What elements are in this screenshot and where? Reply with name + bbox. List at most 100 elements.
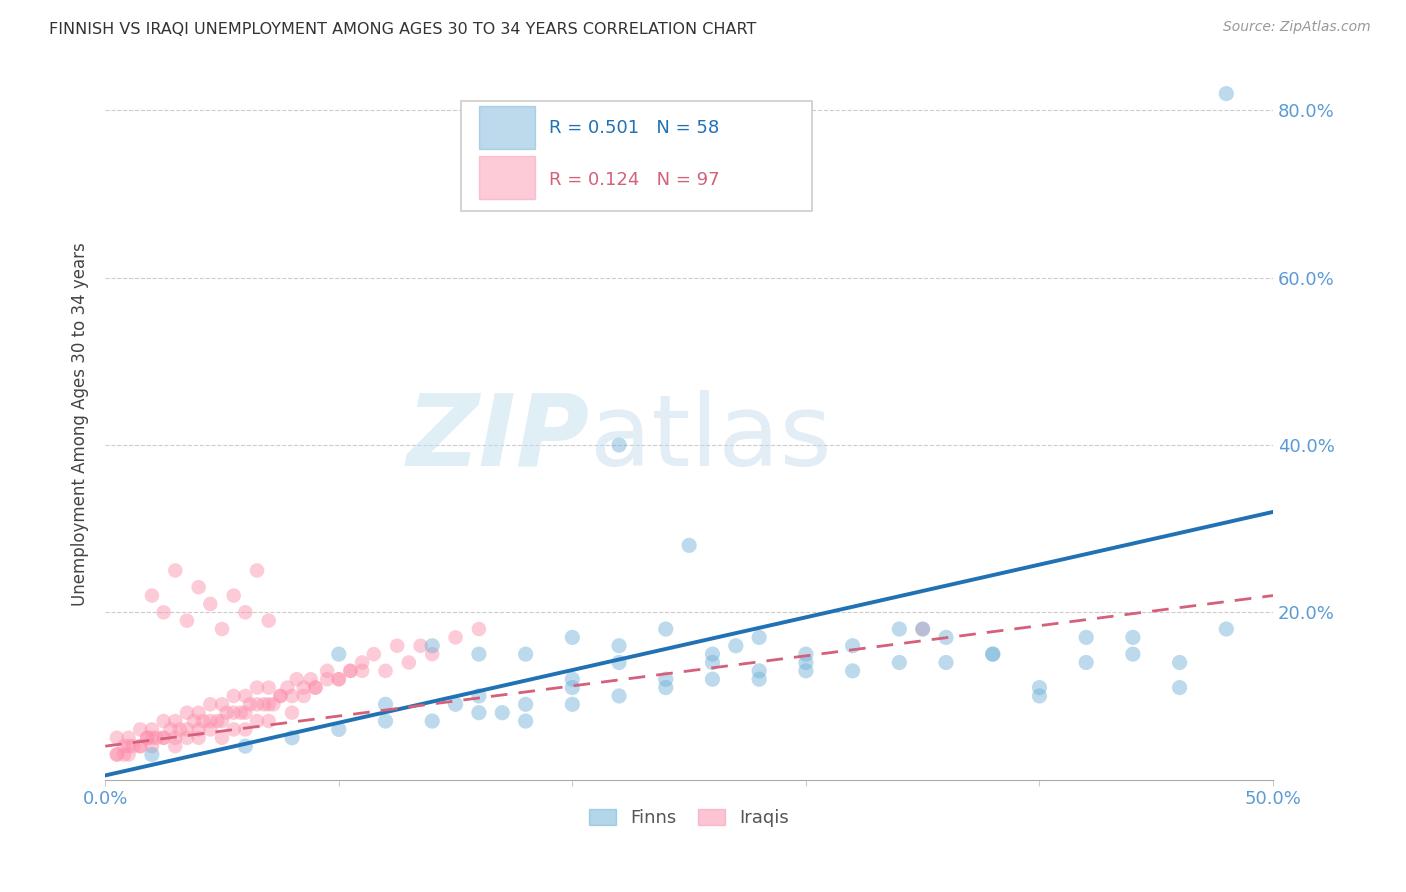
Point <box>748 672 770 686</box>
Point <box>420 639 443 653</box>
Point <box>145 731 167 745</box>
Point <box>117 731 139 745</box>
Point <box>561 681 583 695</box>
Point <box>607 639 630 653</box>
Point <box>444 631 467 645</box>
Point <box>328 672 350 686</box>
Point <box>1168 681 1191 695</box>
Point <box>515 714 537 728</box>
Point <box>269 689 291 703</box>
Point <box>235 706 257 720</box>
Point <box>1076 631 1098 645</box>
Point <box>352 656 374 670</box>
Point <box>299 672 322 686</box>
Point <box>207 714 229 728</box>
Point <box>257 714 280 728</box>
Point <box>1122 647 1144 661</box>
Point <box>136 731 159 745</box>
Point <box>981 647 1004 661</box>
Point <box>281 731 304 745</box>
Point <box>276 681 298 695</box>
Point <box>222 589 245 603</box>
FancyBboxPatch shape <box>461 101 811 211</box>
Text: R = 0.501   N = 58: R = 0.501 N = 58 <box>548 119 720 136</box>
Point <box>409 639 432 653</box>
Point <box>141 731 163 745</box>
Point <box>122 739 145 753</box>
Point <box>246 681 269 695</box>
Text: Source: ZipAtlas.com: Source: ZipAtlas.com <box>1223 20 1371 34</box>
Point <box>468 706 491 720</box>
Point <box>374 698 396 712</box>
Point <box>292 689 315 703</box>
Point <box>1028 689 1050 703</box>
Point <box>935 656 957 670</box>
Point <box>655 622 678 636</box>
Point <box>235 605 257 619</box>
Point <box>129 723 152 737</box>
Point <box>420 714 443 728</box>
Point <box>257 698 280 712</box>
Point <box>211 731 233 745</box>
Point <box>889 656 911 670</box>
Point <box>352 664 374 678</box>
Point <box>215 706 238 720</box>
Point <box>159 723 181 737</box>
Point <box>165 714 187 728</box>
Text: ZIP: ZIP <box>406 390 591 487</box>
Point <box>889 622 911 636</box>
Point <box>607 656 630 670</box>
Point <box>794 647 817 661</box>
Point <box>211 714 233 728</box>
Point <box>105 731 128 745</box>
Point <box>105 747 128 762</box>
Point <box>285 672 308 686</box>
Point <box>561 631 583 645</box>
Point <box>200 597 222 611</box>
Point <box>515 647 537 661</box>
Point <box>1168 656 1191 670</box>
Point <box>794 656 817 670</box>
Point <box>911 622 934 636</box>
Point <box>292 681 315 695</box>
Point <box>165 564 187 578</box>
Point <box>235 689 257 703</box>
Point <box>262 698 284 712</box>
Text: FINNISH VS IRAQI UNEMPLOYMENT AMONG AGES 30 TO 34 YEARS CORRELATION CHART: FINNISH VS IRAQI UNEMPLOYMENT AMONG AGES… <box>49 22 756 37</box>
Point <box>141 723 163 737</box>
Point <box>491 706 513 720</box>
Point <box>183 714 205 728</box>
Point <box>165 731 187 745</box>
Point <box>374 714 396 728</box>
Point <box>678 538 700 552</box>
Point <box>316 672 339 686</box>
Point <box>141 747 163 762</box>
Point <box>748 631 770 645</box>
Point <box>935 631 957 645</box>
Point <box>152 714 174 728</box>
Point <box>561 672 583 686</box>
Point <box>222 706 245 720</box>
Point <box>257 614 280 628</box>
Point <box>193 714 215 728</box>
Point <box>339 664 361 678</box>
Point <box>724 639 747 653</box>
Point <box>246 714 269 728</box>
Point <box>316 664 339 678</box>
Point <box>222 689 245 703</box>
Point <box>304 681 326 695</box>
Point <box>702 647 724 661</box>
Point <box>328 672 350 686</box>
Point <box>328 647 350 661</box>
Point <box>607 438 630 452</box>
Point <box>444 698 467 712</box>
Point <box>239 698 262 712</box>
Text: R = 0.124   N = 97: R = 0.124 N = 97 <box>548 171 720 189</box>
Point <box>468 622 491 636</box>
Point <box>200 714 222 728</box>
Point <box>152 731 174 745</box>
Point <box>176 706 198 720</box>
Point <box>841 664 863 678</box>
Point <box>229 706 252 720</box>
Point <box>398 656 420 670</box>
